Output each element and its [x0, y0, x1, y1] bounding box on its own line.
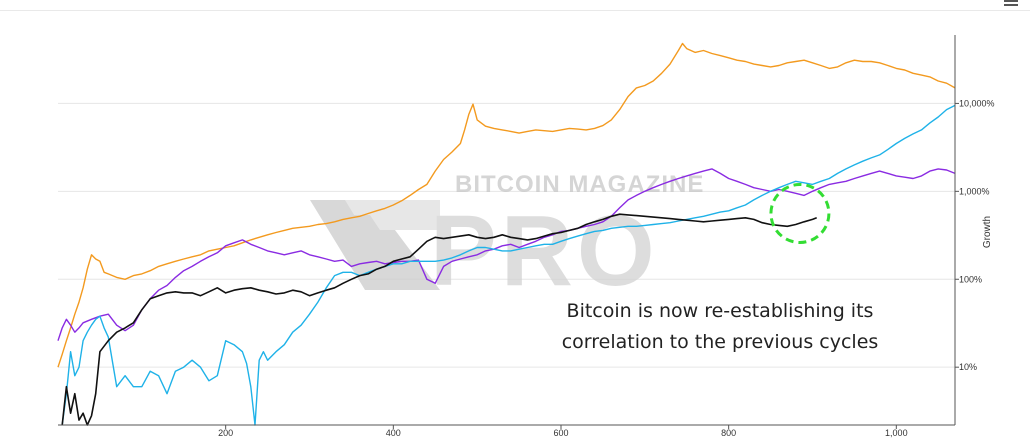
annotation-line-2: correlation to the previous cycles — [561, 331, 879, 353]
y-tick-label-1: 100% — [959, 274, 982, 284]
series-line-3 — [61, 213, 817, 426]
series-lines — [57, 42, 956, 426]
x-tick-label-2: 600 — [553, 428, 568, 438]
y-tick-label-3: 10,000% — [959, 98, 995, 108]
chart-annotation: Bitcoin is now re-establishing its corre… — [520, 296, 920, 358]
series-line-2 — [61, 104, 956, 426]
watermark-brand: BITCOIN MAGAZINE — [455, 171, 704, 198]
grid-lines — [58, 102, 955, 368]
x-tick-label-4: 1,000 — [885, 428, 908, 438]
x-axis: 200 400 600 800 1,000 — [58, 424, 955, 438]
highlight-circle — [769, 182, 831, 244]
highlight-circle-shape — [769, 182, 831, 244]
y-tick-label-2: 1,000% — [959, 186, 990, 196]
annotation-line-1: Bitcoin is now re-establishing its — [566, 300, 874, 322]
watermark-pro: PRO — [430, 195, 659, 307]
x-tick-label-0: 200 — [218, 428, 233, 438]
top-bar — [0, 0, 1030, 11]
y-axis: 10% 100% 1,000% 10,000% — [954, 35, 995, 425]
menu-icon[interactable] — [1004, 0, 1018, 6]
series-line-0 — [57, 42, 956, 368]
x-tick-label-1: 400 — [386, 428, 401, 438]
y-tick-label-0: 10% — [959, 362, 977, 372]
watermark-logo-icon — [310, 200, 440, 290]
x-tick-label-3: 800 — [721, 428, 736, 438]
y-axis-title: Growth — [982, 216, 993, 248]
